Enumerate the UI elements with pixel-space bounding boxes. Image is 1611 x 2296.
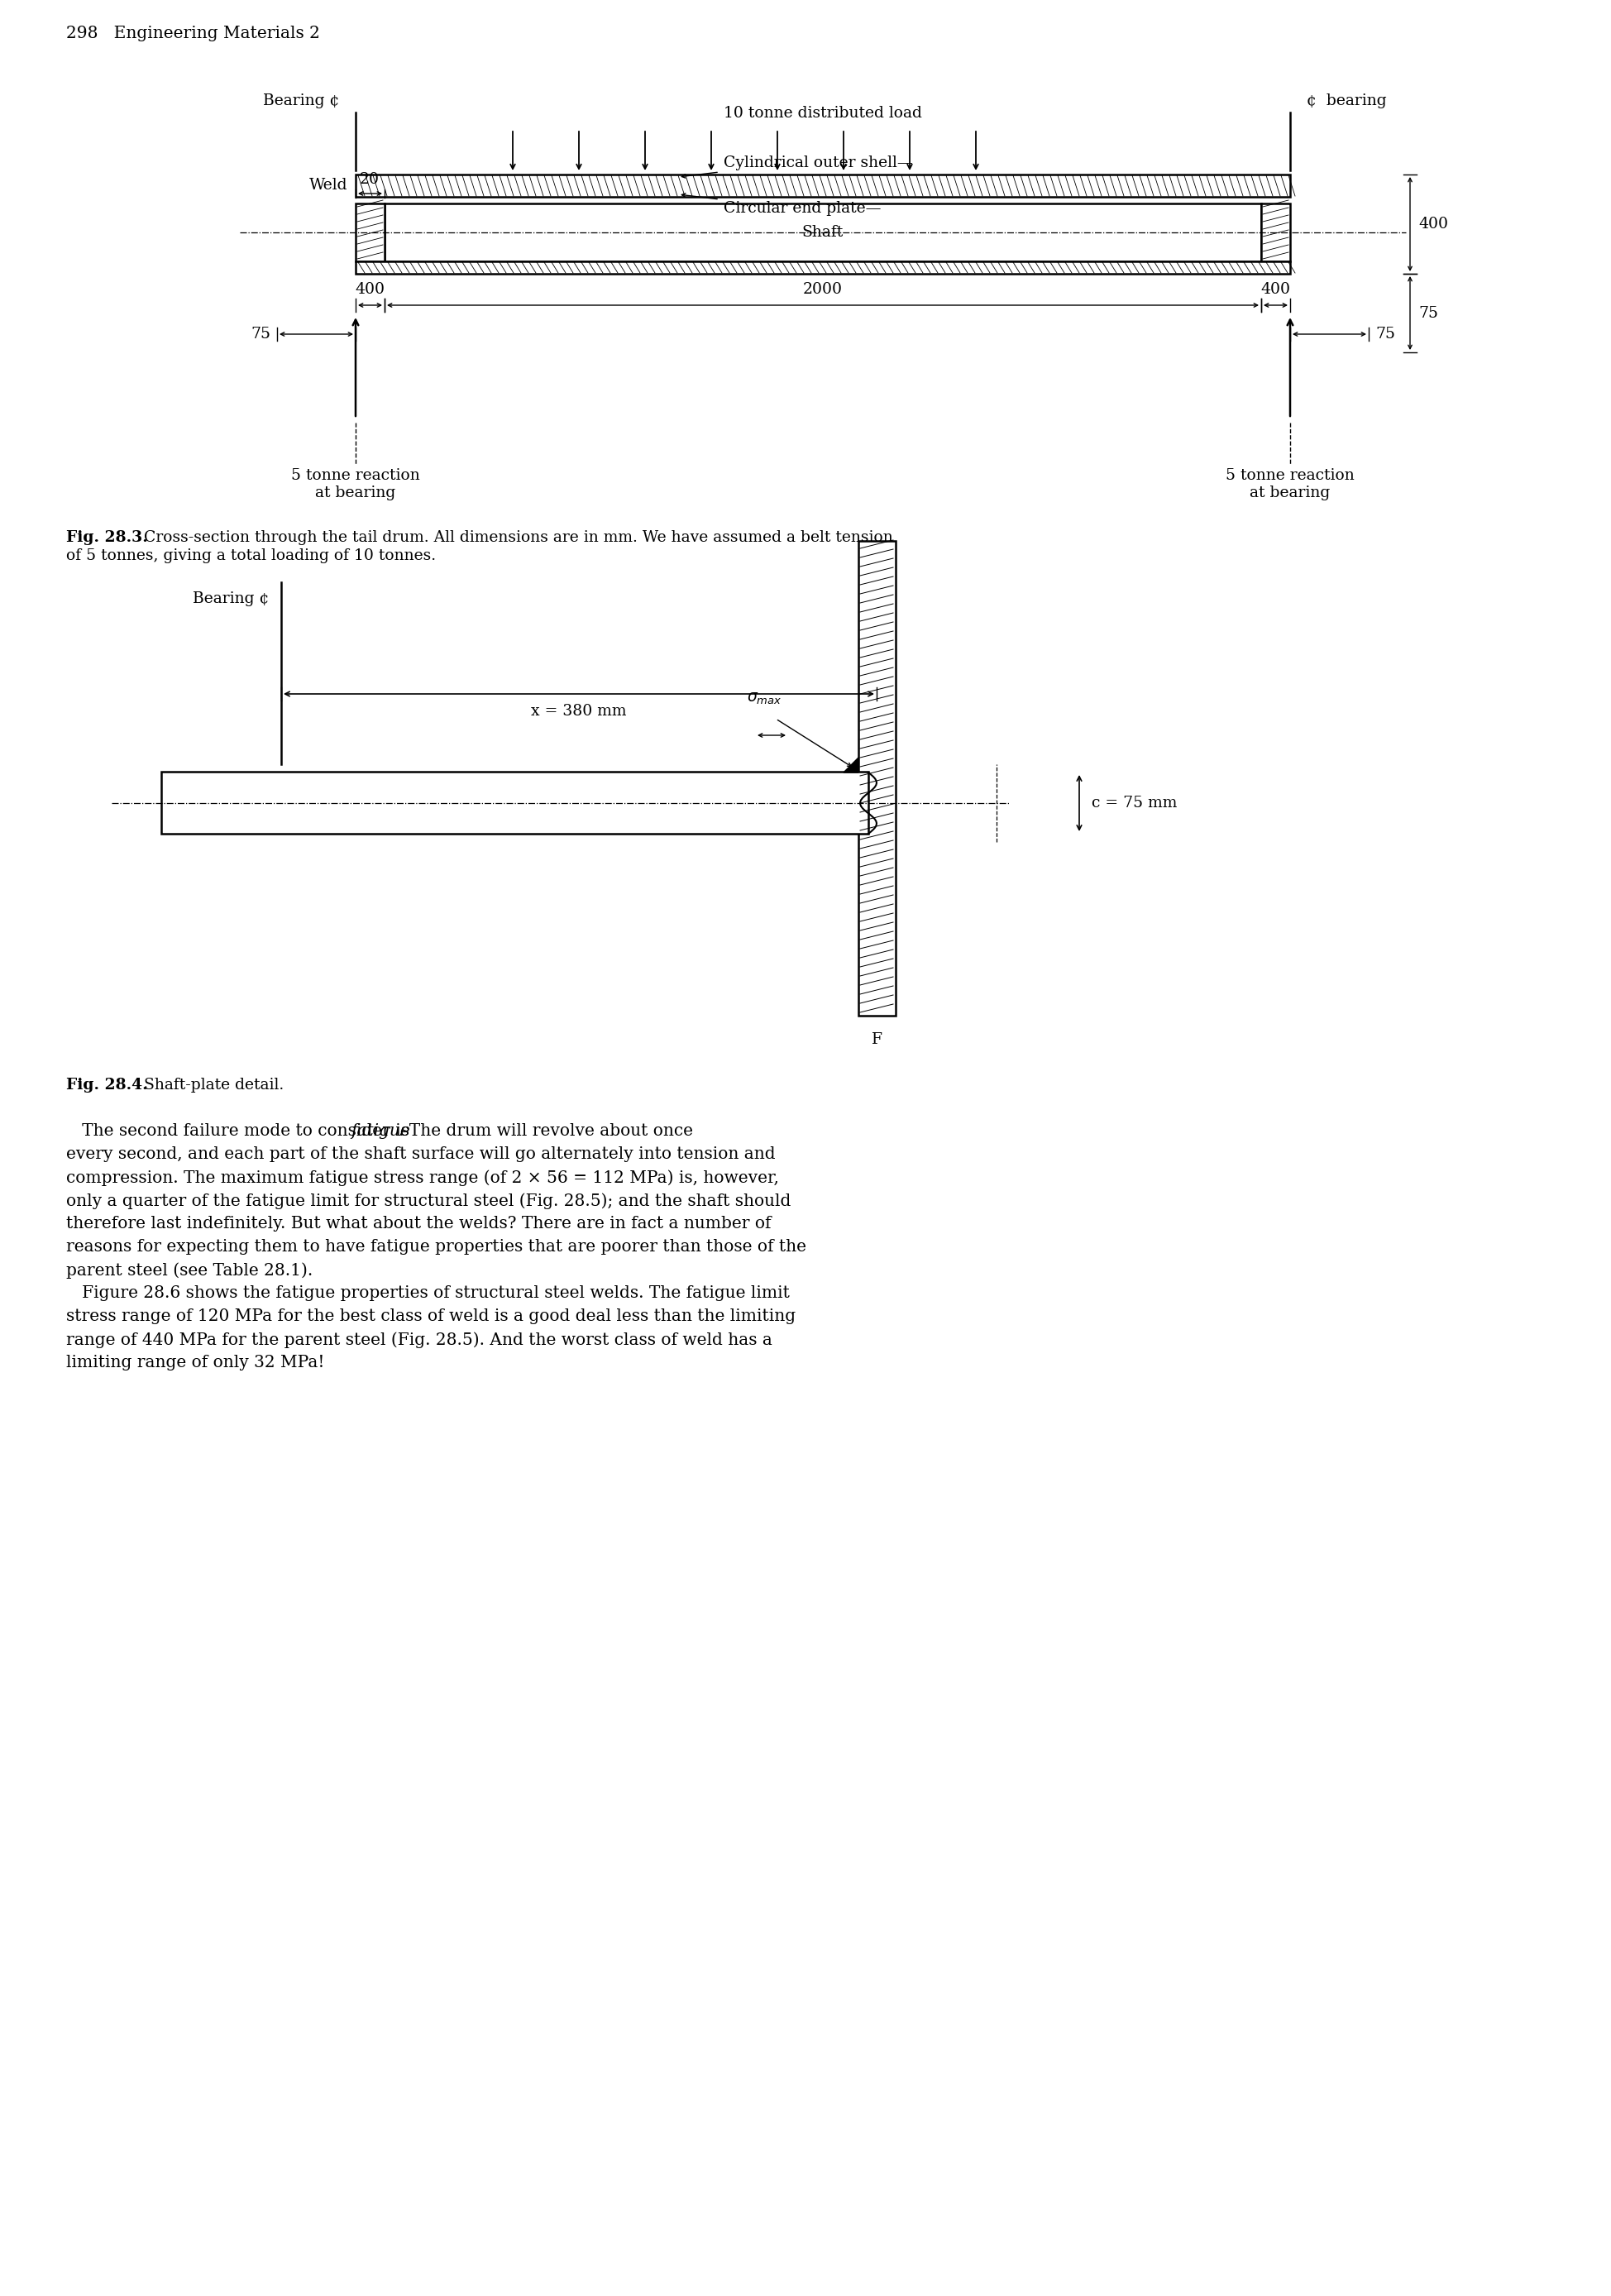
Text: 400: 400	[1260, 282, 1289, 296]
Text: range of 440 MPa for the parent steel (Fig. 28.5). And the worst class of weld h: range of 440 MPa for the parent steel (F…	[66, 1332, 772, 1348]
Text: 298   Engineering Materials 2: 298 Engineering Materials 2	[66, 25, 319, 41]
Text: Bearing ¢: Bearing ¢	[192, 592, 269, 606]
Text: every second, and each part of the shaft surface will go alternately into tensio: every second, and each part of the shaft…	[66, 1146, 775, 1162]
Text: Cross-section through the tail drum. All dimensions are in mm. We have assumed a: Cross-section through the tail drum. All…	[139, 530, 892, 544]
Text: Shaft-plate detail.: Shaft-plate detail.	[139, 1077, 284, 1093]
Text: 75: 75	[1374, 326, 1395, 342]
Text: Bearing ¢: Bearing ¢	[263, 94, 338, 108]
Text: parent steel (see Table 28.1).: parent steel (see Table 28.1).	[66, 1263, 313, 1279]
Text: Fig. 28.3.: Fig. 28.3.	[66, 530, 148, 544]
Text: x = 380 mm: x = 380 mm	[532, 705, 627, 719]
Text: of 5 tonnes, giving a total loading of 10 tonnes.: of 5 tonnes, giving a total loading of 1…	[66, 549, 435, 563]
Text: ¢  bearing: ¢ bearing	[1307, 94, 1385, 108]
Text: Figure 28.6 shows the fatigue properties of structural steel welds. The fatigue : Figure 28.6 shows the fatigue properties…	[66, 1286, 789, 1302]
Text: Shaft: Shaft	[802, 225, 843, 239]
Text: reasons for expecting them to have fatigue properties that are poorer than those: reasons for expecting them to have fatig…	[66, 1240, 806, 1254]
Bar	[859, 542, 896, 1015]
Bar	[356, 262, 1289, 273]
Text: 5 tonne reaction
at bearing: 5 tonne reaction at bearing	[292, 468, 420, 501]
Text: $\sigma_{max}$: $\sigma_{max}$	[746, 691, 781, 707]
Text: 10 tonne distributed load: 10 tonne distributed load	[723, 106, 921, 122]
Bar	[385, 204, 1260, 262]
Text: c = 75 mm: c = 75 mm	[1091, 797, 1176, 810]
Text: 400: 400	[354, 282, 385, 296]
Text: Circular end plate—: Circular end plate—	[723, 202, 881, 216]
Text: 400: 400	[1418, 216, 1447, 232]
Text: limiting range of only 32 MPa!: limiting range of only 32 MPa!	[66, 1355, 324, 1371]
Text: 75: 75	[1418, 305, 1437, 321]
Text: 2000: 2000	[802, 282, 843, 296]
Text: compression. The maximum fatigue stress range (of 2 × 56 = 112 MPa) is, however,: compression. The maximum fatigue stress …	[66, 1169, 778, 1185]
Text: Fig. 28.4.: Fig. 28.4.	[66, 1077, 148, 1093]
Text: The second failure mode to consider is: The second failure mode to consider is	[66, 1123, 414, 1139]
Text: 20: 20	[359, 172, 380, 186]
Text: only a quarter of the fatigue limit for structural steel (Fig. 28.5); and the sh: only a quarter of the fatigue limit for …	[66, 1192, 791, 1210]
Text: F: F	[872, 1033, 881, 1047]
Polygon shape	[843, 758, 859, 771]
Bar	[161, 771, 868, 833]
Text: 5 tonne reaction
at bearing: 5 tonne reaction at bearing	[1224, 468, 1353, 501]
Text: Cylindrical outer shell—: Cylindrical outer shell—	[723, 156, 912, 170]
Text: Weld: Weld	[309, 177, 346, 193]
Text: therefore last indefinitely. But what about the welds? There are in fact a numbe: therefore last indefinitely. But what ab…	[66, 1217, 770, 1231]
Text: 75: 75	[250, 326, 271, 342]
Bar	[356, 174, 1289, 197]
Bar	[1260, 204, 1289, 262]
Bar	[356, 204, 385, 262]
Text: fatigue: fatigue	[351, 1123, 411, 1139]
Text: stress range of 120 MPa for the best class of weld is a good deal less than the : stress range of 120 MPa for the best cla…	[66, 1309, 796, 1325]
Text: . The drum will revolve about once: . The drum will revolve about once	[398, 1123, 693, 1139]
